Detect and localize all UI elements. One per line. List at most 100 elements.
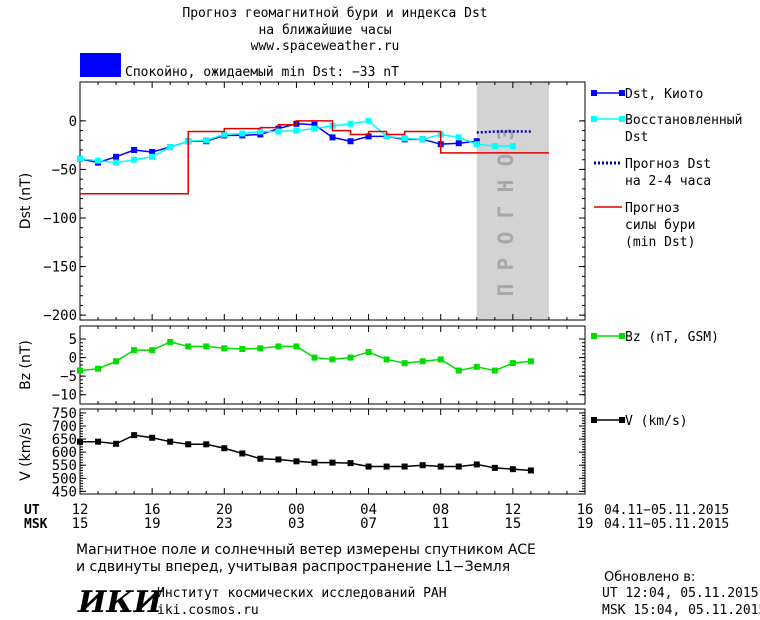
data-point [239, 450, 246, 457]
updated-ut: UT 12:04, 05.11.2015 [602, 586, 759, 601]
forecast-band-letter: О [494, 232, 518, 245]
data-point [347, 460, 354, 467]
panel-frame [79, 408, 586, 495]
legend-marker [619, 333, 625, 339]
data-point [221, 445, 228, 452]
y-tick-label: 700 [52, 419, 77, 435]
legend-label: Прогноз [625, 201, 680, 216]
y-tick-label: 450 [52, 484, 77, 500]
note-line1: Магнитное поле и солнечный ветер измерен… [76, 542, 536, 558]
msk-tick-label: 19 [144, 516, 161, 532]
data-point [185, 441, 192, 448]
legend-marker [619, 116, 625, 122]
y-tick-label: 0 [69, 114, 77, 130]
series-line [476, 130, 531, 134]
data-point [365, 463, 372, 470]
data-point [239, 346, 246, 353]
data-point [131, 347, 138, 354]
data-point [491, 143, 498, 150]
data-point [455, 140, 462, 147]
y-tick-label: 0 [69, 351, 77, 367]
data-point [257, 128, 264, 135]
data-point [77, 155, 83, 162]
y-tick-label: 750 [52, 406, 77, 422]
legend-label: Bz (nT, GSM) [625, 330, 719, 345]
data-point [383, 133, 390, 140]
y-tick-label: 5 [69, 332, 77, 348]
data-point [419, 462, 426, 469]
legend-label: V (km/s) [625, 414, 688, 429]
msk-tick-label: 15 [72, 516, 89, 532]
chart-legend: Dst, Киото Восстановленный Dst Прогноз Dst н… [591, 87, 742, 429]
data-point [221, 345, 228, 352]
y-tick-label: 550 [52, 458, 77, 474]
data-point [383, 356, 390, 363]
data-point [401, 463, 408, 470]
y-tick-label: 500 [52, 471, 77, 487]
msk-tick-label: 15 [504, 516, 521, 532]
ut-tick-label: 12 [72, 502, 89, 518]
data-point [491, 464, 498, 471]
msk-label: MSK [24, 517, 48, 532]
data-point [347, 120, 354, 127]
data-point [527, 358, 534, 365]
data-point [329, 134, 336, 141]
data-point [401, 360, 408, 367]
msk-tick-label: 03 [288, 516, 305, 532]
data-point [455, 463, 462, 470]
y-tick-label: 600 [52, 445, 77, 461]
data-point [509, 360, 516, 367]
title-line2: на ближайшие часы [258, 23, 391, 38]
data-point [509, 143, 516, 150]
institute-site: iki.cosmos.ru [157, 603, 259, 618]
data-point [203, 441, 210, 448]
data-point [419, 136, 426, 143]
data-point [275, 456, 282, 463]
legend-label: (min Dst) [625, 235, 695, 250]
series-line [79, 341, 531, 372]
data-point [221, 131, 228, 138]
data-point [311, 121, 318, 128]
data-point [149, 434, 156, 441]
ut-range: 04.11−05.11.2015 [604, 503, 729, 518]
y-tick-label: −200 [43, 308, 77, 324]
y-tick-label: 650 [52, 432, 77, 448]
legend-marker [619, 90, 625, 96]
forecast-band-letter: О [494, 154, 518, 167]
msk-range: 04.11−05.11.2015 [604, 517, 729, 532]
data-point [77, 438, 83, 445]
forecast-band-letter: Н [494, 180, 518, 193]
y-tick-label: −100 [43, 211, 77, 227]
time-axis: 12 16 20 00 04 08 12 16 15 19 23 03 07 11 15 19 [72, 502, 594, 532]
y-tick-label: −5 [60, 369, 77, 385]
data-point [293, 127, 300, 134]
data-point [347, 138, 354, 145]
data-point [455, 134, 462, 141]
data-point [473, 141, 480, 148]
ut-tick-label: 16 [144, 502, 161, 518]
y-axis-label: V (km/s) [18, 422, 34, 481]
msk-tick-label: 07 [360, 516, 377, 532]
legend-marker [591, 333, 597, 339]
legend-label: силы бури [625, 218, 695, 233]
ut-tick-label: 04 [360, 502, 377, 518]
y-tick-label: −50 [52, 162, 77, 178]
source-url: www.spaceweather.ru [251, 39, 400, 54]
data-point [149, 347, 156, 354]
legend-label: на 2-4 часа [625, 174, 711, 189]
data-point [365, 349, 372, 355]
legend-marker [591, 90, 597, 96]
data-point [131, 147, 138, 153]
updated-label: Обновлено в: [604, 570, 695, 585]
data-point [257, 345, 264, 352]
data-point [185, 343, 192, 350]
legend-marker [591, 417, 597, 423]
data-point [365, 133, 372, 140]
data-point [77, 367, 83, 374]
data-point [491, 367, 498, 374]
data-point [455, 367, 462, 374]
status-color-swatch [80, 53, 121, 77]
ut-tick-label: 12 [504, 502, 521, 518]
bz-panel: 5 0 −5 −10 Bz (nT) [18, 325, 586, 405]
